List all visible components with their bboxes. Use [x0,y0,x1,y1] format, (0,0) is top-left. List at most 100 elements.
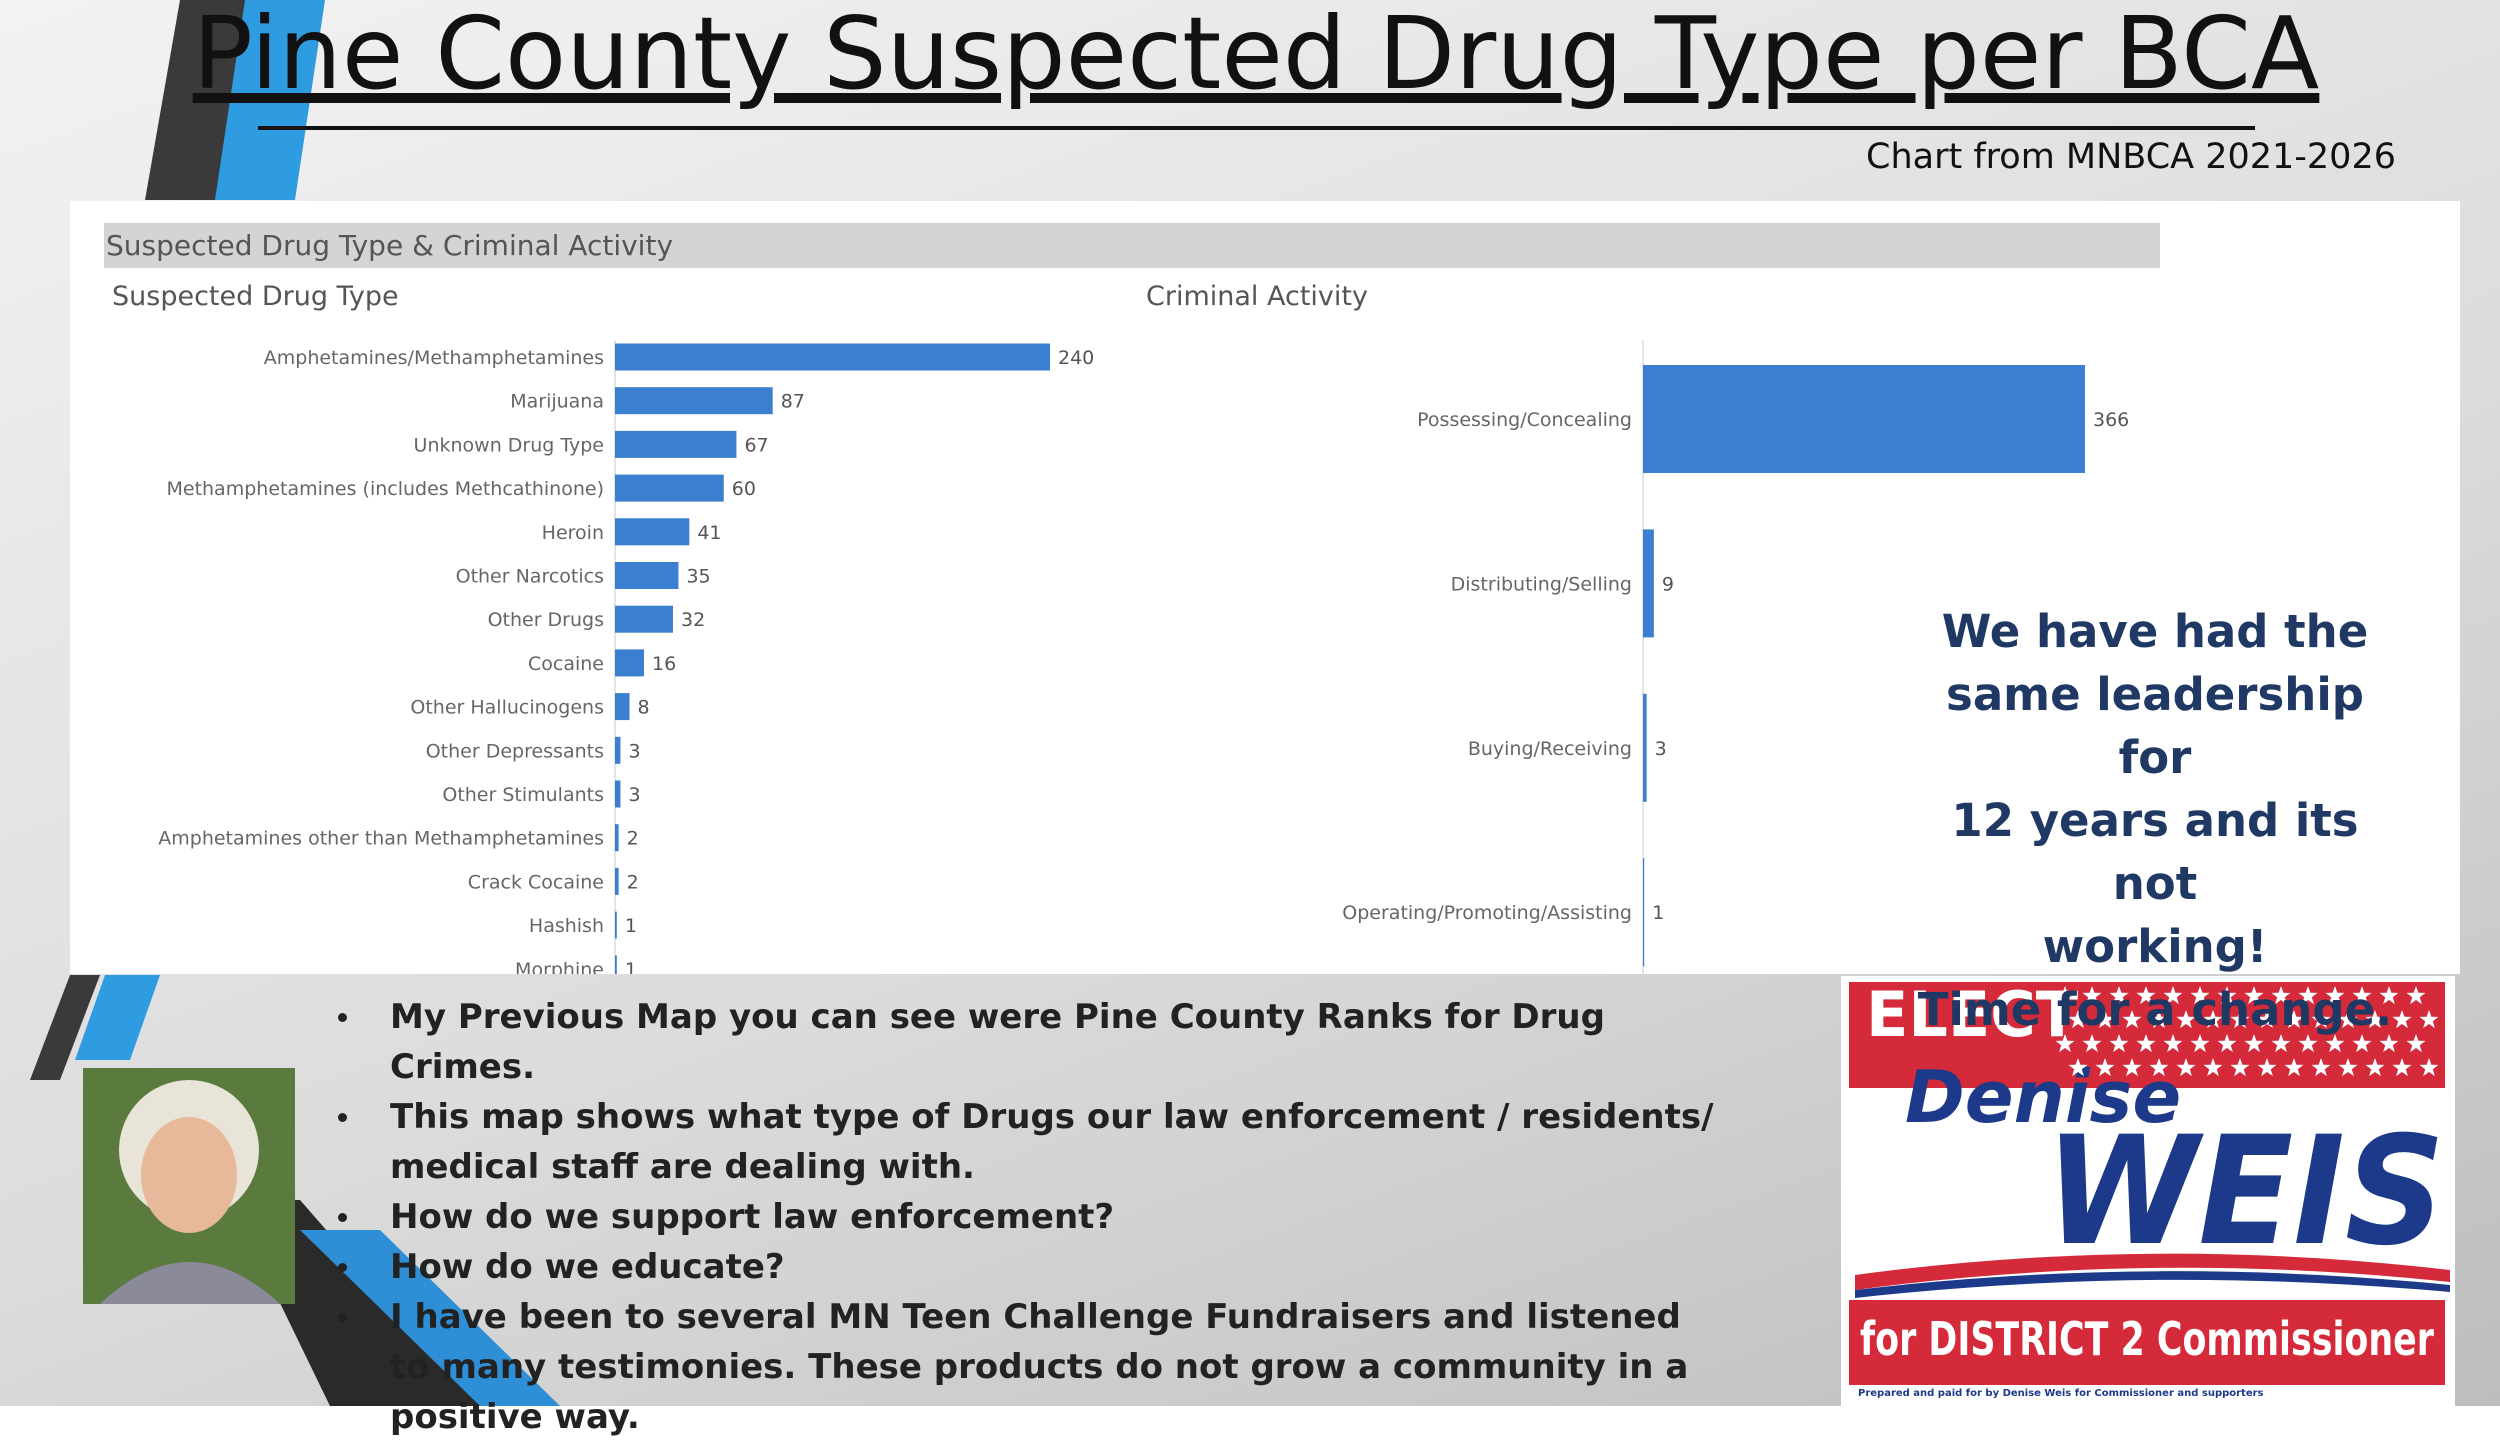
sign-star [2230,1010,2250,1029]
slide-graphics: Pine County Suspected Drug Type per BCA … [30,0,2460,1406]
sign-star [2298,1034,2318,1053]
category-label: Other Stimulants [442,784,604,806]
sign-star [2095,1058,2115,1077]
campaign-sign: ELECT Denise WEIS for DISTRICT 2 Commiss… [1841,976,2455,1406]
value-label: 3 [628,784,640,806]
value-label: 67 [744,434,768,456]
category-label: Other Drugs [488,609,604,631]
bullet-item: How do we educate? [330,1242,1730,1292]
panel-header [104,223,2160,268]
bar [1643,529,1654,638]
sign-star [2163,986,2183,1005]
value-label: 1 [625,959,637,981]
sign-star [2338,1010,2358,1029]
sign-star [2419,1058,2439,1077]
stripe [75,975,160,1060]
bar [615,649,644,677]
category-label: Amphetamines/Methamphetamines [264,347,604,369]
value-label: 1 [625,915,637,937]
category-label: Crack Cocaine [468,871,604,893]
bar [1643,693,1647,802]
sign-star [2406,1034,2426,1053]
bar [615,693,630,721]
category-label: Operating/Promoting/Assisting [1342,902,1632,924]
sign-star [2257,1058,2277,1077]
category-label: Other Depressants [426,740,604,762]
sign-swoosh [1855,1271,2450,1298]
sign-star [2244,986,2264,1005]
bar [615,780,621,808]
photo-shoulders [100,1262,280,1304]
sign-star [2284,1058,2304,1077]
chart-title: Suspected Drug Type [112,281,399,312]
photo-face [141,1117,237,1233]
value-label: 87 [781,391,805,413]
sign-star [2176,1010,2196,1029]
category-label: Hashish [529,915,604,937]
category-label: Marijuana [510,391,604,413]
category-label: Distributing/Selling [1451,573,1632,595]
value-label: 366 [2093,409,2129,431]
callout: We have had the same leadership for 12 yea… [1905,600,2405,1041]
bar [615,430,737,458]
bar [615,474,724,502]
stripe [300,1230,560,1406]
value-label: 3 [628,740,640,762]
sign-star [2311,1058,2331,1077]
sign-star [2311,1010,2331,1029]
sign-star [2352,1034,2372,1053]
bullet-list: My Previous Map you can see were Pine Co… [330,992,1730,1442]
value-label: 8 [638,697,650,719]
sign-star [2392,1058,2412,1077]
sign-star [2190,986,2210,1005]
sign-disclaimer: Prepared and paid for by Denise Weis for… [1858,1388,2264,1399]
value-label: 2 [627,828,639,850]
sign-office: for DISTRICT 2 Commissioner [1860,1312,2434,1366]
bullet-item: I have been to several MN Teen Challenge… [330,1292,1730,1442]
sign-last-name: WEIS [2045,1105,2445,1279]
category-label: Methamphetamines (includes Methcathinone… [166,478,604,500]
value-label: 9 [1662,573,1674,595]
bar [615,867,619,895]
value-label: 35 [686,566,710,588]
bar [1643,365,2085,473]
sign-star [2136,1034,2156,1053]
sign-star [2392,1010,2412,1029]
sign-star [2203,1058,2223,1077]
sign-star [2230,1058,2250,1077]
value-label: 32 [681,609,705,631]
category-label: Possessing/Concealing [1417,409,1632,431]
sign-star [2379,986,2399,1005]
bar [615,911,617,939]
sign-star [2163,1034,2183,1053]
panel-title: Suspected Drug Type & Criminal Activity [106,229,673,262]
sign-star [2149,1010,2169,1029]
sign-star [2068,1058,2088,1077]
category-label: Other Narcotics [456,566,604,588]
sign-star [2271,1034,2291,1053]
callout-line: 12 years and its not [1951,794,2359,910]
category-label: Unknown Drug Type [414,434,604,456]
slide-title: Pine County Suspected Drug Type per BCA [193,0,2320,112]
value-label: 16 [652,653,676,675]
sign-star [2176,1058,2196,1077]
value-label: 240 [1058,347,1094,369]
sign-star [2122,1010,2142,1029]
sign-star [2217,986,2237,1005]
sign-star [2109,986,2129,1005]
sign-star [2055,1034,2075,1053]
sign-star [2244,1034,2264,1053]
category-label: Heroin [542,522,604,544]
sign-star [2338,1058,2358,1077]
callout-line: same leadership for [1946,668,2364,784]
sign-star [2203,1010,2223,1029]
sign-star [2325,986,2345,1005]
sign-elect: ELECT [1866,978,2078,1051]
sign-star [2298,986,2318,1005]
bar [615,736,621,764]
chart-panel [70,201,2460,974]
value-label: 3 [1655,738,1667,760]
sign-star [2325,1034,2345,1053]
charts: Suspected Drug Type Amphetamines/Methamph… [112,281,2129,981]
category-label: Other Hallucinogens [410,697,604,719]
